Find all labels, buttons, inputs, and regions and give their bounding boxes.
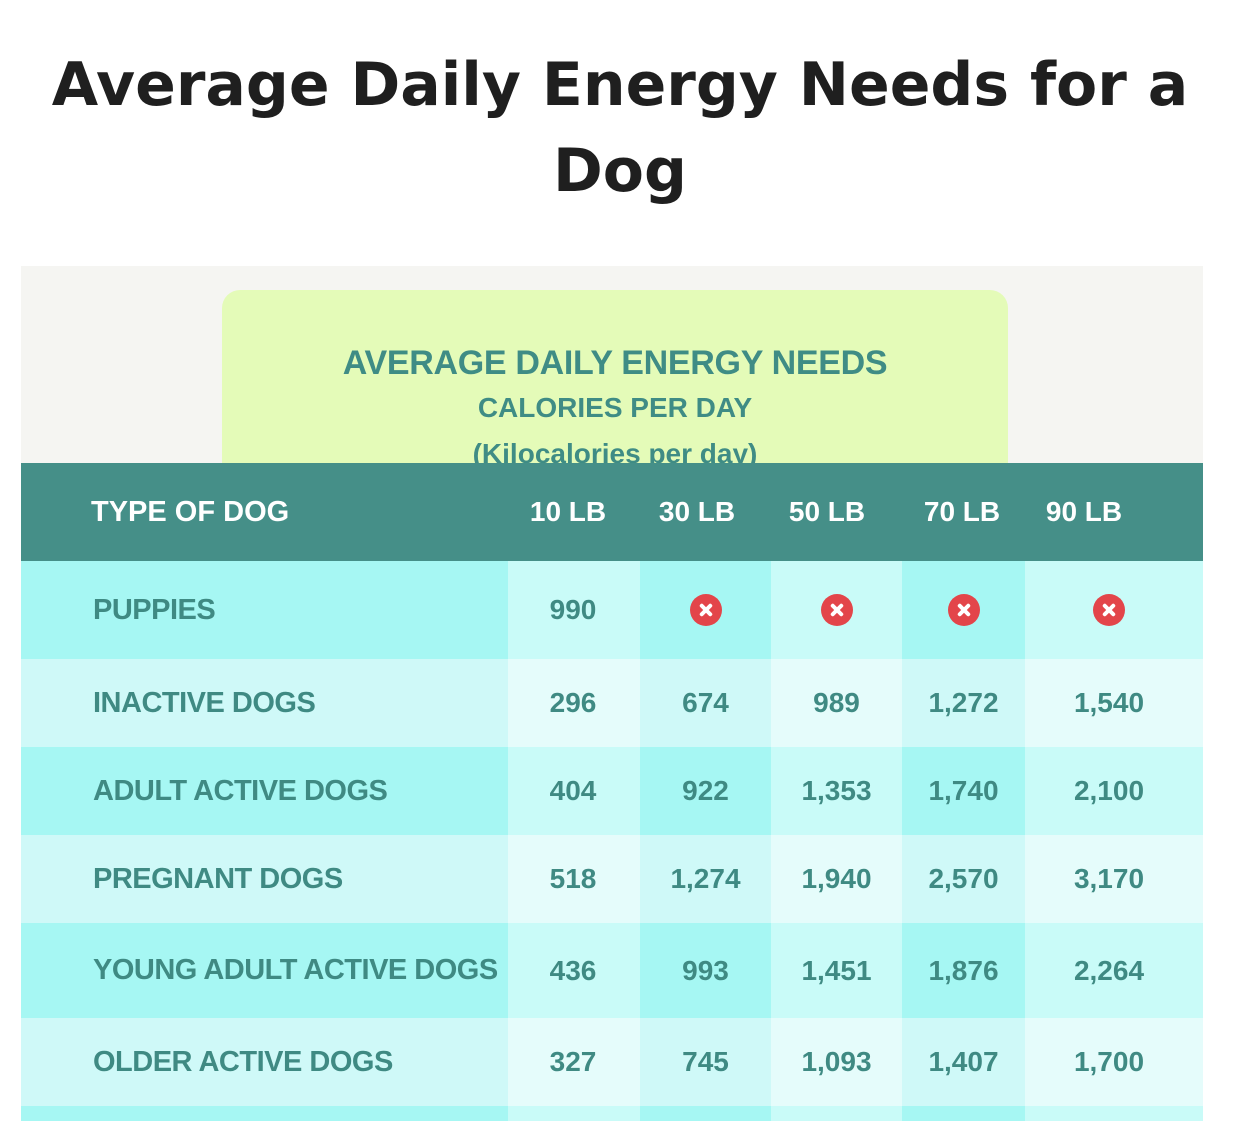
banner-subheading: CALORIES PER DAY xyxy=(477,392,753,423)
cell-10-lb: 327 xyxy=(508,1018,640,1106)
header-70-lb: 70 LB xyxy=(923,496,1001,527)
cell-50-lb: 1,093 xyxy=(771,1018,902,1106)
cutoff-cell xyxy=(21,1106,508,1121)
row-label: OLDER ACTIVE DOGS xyxy=(21,1018,508,1106)
cell-value: 922 xyxy=(682,775,729,806)
cell-30-lb: 922 xyxy=(640,747,771,835)
cell-value: 2,264 xyxy=(1073,954,1145,986)
energy-needs-infographic: AVERAGE DAILY ENERGY NEEDS CALORIES PER … xyxy=(21,266,1203,1121)
row-label: PUPPIES xyxy=(21,561,508,659)
row-label: INACTIVE DOGS xyxy=(21,659,508,747)
cell-10-lb: 436 xyxy=(508,923,640,1018)
cutoff-cell xyxy=(902,1106,1025,1121)
cutoff-cell xyxy=(508,1106,640,1121)
cell-70-lb: 1,876 xyxy=(902,923,1025,1018)
cell-30-lb: 674 xyxy=(640,659,771,747)
header-50-lb: 50 LB xyxy=(788,496,866,527)
banner-heading: AVERAGE DAILY ENERGY NEEDS xyxy=(342,344,888,382)
table-header-row: TYPE OF DOG 10 LB 30 LB 50 LB 70 LB 90 L… xyxy=(21,463,1203,561)
cell-50-lb: 1,940 xyxy=(771,835,902,923)
cell-value: 1,451 xyxy=(801,954,872,986)
cell-10-lb: 296 xyxy=(508,659,640,747)
cell-70-lb: 2,570 xyxy=(902,835,1025,923)
header-90-lb: 90 LB xyxy=(1045,496,1123,527)
cell-90-lb: 1,540 xyxy=(1025,659,1203,747)
cell-value: 518 xyxy=(549,863,597,894)
row-label: YOUNG ADULT ACTIVE DOGS xyxy=(21,923,508,1018)
header-type-of-dog: TYPE OF DOG xyxy=(91,496,290,528)
cell-30-lb: 993 xyxy=(640,923,771,1018)
cell-70-lb: 1,407 xyxy=(902,1018,1025,1106)
cell-value: 1,700 xyxy=(1073,1046,1145,1077)
cell-90-lb: 3,170 xyxy=(1025,835,1203,923)
header-10-lb: 10 LB xyxy=(529,496,607,527)
cell-50-lb: 1,451 xyxy=(771,923,902,1018)
cell-value: 404 xyxy=(549,775,597,806)
close-circle-icon xyxy=(820,594,853,626)
cell-50-lb: 1,353 xyxy=(771,747,902,835)
close-circle-icon xyxy=(947,594,980,626)
cutoff-cell xyxy=(1025,1106,1203,1121)
row-label: PREGNANT DOGS xyxy=(21,835,508,923)
header-30-lb: 30 LB xyxy=(658,496,736,527)
cell-value: 1,407 xyxy=(928,1046,999,1077)
cell-value: 990 xyxy=(549,594,597,625)
cell-value: 989 xyxy=(813,687,860,718)
cell-value: 1,274 xyxy=(670,863,741,894)
cell-value: 1,540 xyxy=(1073,687,1145,718)
table-row: INACTIVE DOGS 296 674 989 1,272 1,540 xyxy=(21,659,1203,747)
infographic-banner: AVERAGE DAILY ENERGY NEEDS CALORIES PER … xyxy=(222,290,1008,470)
cell-10-lb: 518 xyxy=(508,835,640,923)
cell-value: 745 xyxy=(682,1046,729,1077)
cell-value: 436 xyxy=(549,954,597,986)
table-row: PUPPIES 990 xyxy=(21,561,1203,659)
cell-90-lb: 2,264 xyxy=(1025,923,1203,1018)
cell-50-lb-not-applicable xyxy=(771,561,902,659)
cell-value: 2,100 xyxy=(1073,775,1145,806)
cell-30-lb: 1,274 xyxy=(640,835,771,923)
cell-30-lb-not-applicable xyxy=(640,561,771,659)
cell-70-lb: 1,272 xyxy=(902,659,1025,747)
table-row: YOUNG ADULT ACTIVE DOGS 436 993 1,451 1,876 2… xyxy=(21,923,1203,1018)
table-row-cutoff xyxy=(21,1106,1203,1121)
cell-70-lb: 1,740 xyxy=(902,747,1025,835)
table-row: PREGNANT DOGS 518 1,274 1,940 2,570 3,170 xyxy=(21,835,1203,923)
cell-90-lb: 2,100 xyxy=(1025,747,1203,835)
cell-value: 296 xyxy=(549,687,597,718)
cell-value: 1,272 xyxy=(928,687,999,718)
close-circle-icon xyxy=(1093,594,1125,626)
cell-70-lb-not-applicable xyxy=(902,561,1025,659)
cell-value: 1,940 xyxy=(801,863,872,894)
cutoff-cell xyxy=(640,1106,771,1121)
cell-90-lb: 1,700 xyxy=(1025,1018,1203,1106)
cell-50-lb: 989 xyxy=(771,659,902,747)
cell-value: 3,170 xyxy=(1073,863,1145,894)
cell-10-lb: 990 xyxy=(508,561,640,659)
close-circle-icon xyxy=(689,594,722,626)
cell-value: 327 xyxy=(549,1046,597,1077)
page-title: Average Daily Energy Needs for a Dog xyxy=(51,50,1189,206)
cell-90-lb-not-applicable xyxy=(1025,561,1203,659)
cell-value: 1,740 xyxy=(928,775,999,806)
cutoff-cell xyxy=(771,1106,902,1121)
cell-30-lb: 745 xyxy=(640,1018,771,1106)
cell-10-lb: 404 xyxy=(508,747,640,835)
cell-value: 674 xyxy=(682,687,729,718)
row-label: ADULT ACTIVE DOGS xyxy=(21,747,508,835)
cell-value: 1,876 xyxy=(928,954,999,986)
cell-value: 2,570 xyxy=(928,863,999,894)
cell-value: 1,353 xyxy=(801,775,872,806)
table-row: OLDER ACTIVE DOGS 327 745 1,093 1,407 1,700 xyxy=(21,1018,1203,1106)
cell-value: 993 xyxy=(682,954,729,986)
cell-value: 1,093 xyxy=(801,1046,872,1077)
table-row: ADULT ACTIVE DOGS 404 922 1,353 1,740 2,100 xyxy=(21,747,1203,835)
